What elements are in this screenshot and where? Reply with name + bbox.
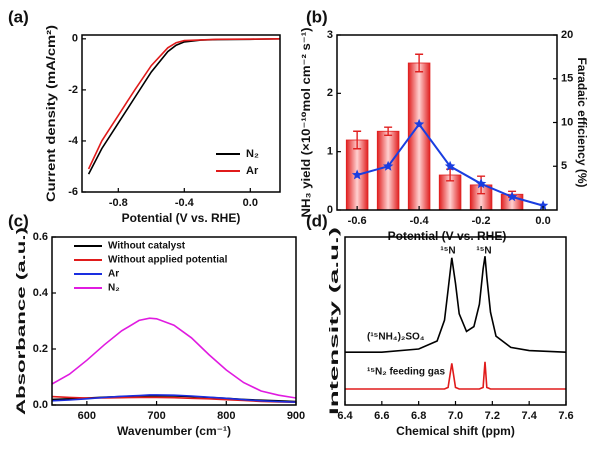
y-tick-label: 0 <box>72 33 78 45</box>
y2-tick-label: 15 <box>561 73 573 85</box>
annotation: ¹⁵N <box>440 246 455 257</box>
x-tick-label: 0.0 <box>243 197 258 209</box>
y-tick-label: 0.6 <box>33 231 48 243</box>
x-tick-label: 600 <box>78 410 96 422</box>
y-axis-label: Intensity (a.u.) <box>327 227 341 415</box>
x-tick-label: 7.4 <box>522 410 538 422</box>
x-tick-label: 900 <box>287 410 305 422</box>
y-tick-label: 0 <box>327 204 333 216</box>
panel-label: (d) <box>306 211 328 230</box>
x-tick-label: -0.4 <box>410 215 430 227</box>
error-bar <box>415 53 424 73</box>
y-tick-label: -2 <box>68 84 78 96</box>
y-axis-label: Absorbance (a.u.) <box>14 227 28 415</box>
error-bar <box>353 130 362 150</box>
y2-axis-label: Faradaic efficiency (%) <box>575 57 589 187</box>
legend-label: Without applied potential <box>108 255 228 266</box>
y2-tick-label: 20 <box>561 29 573 41</box>
data-line <box>345 256 567 353</box>
legend-label: Without catalyst <box>108 241 186 252</box>
panel-label: (b) <box>306 7 328 26</box>
panel-label: (a) <box>8 7 29 26</box>
y-tick-label: -4 <box>68 135 79 147</box>
fe-marker <box>413 118 425 129</box>
data-line <box>51 394 297 403</box>
x-tick-label: 7.0 <box>448 410 463 422</box>
y-axis-label: Current density (mA/cm²) <box>44 25 58 202</box>
series-label: (¹⁵NH₄)₂SO₄ <box>367 332 425 343</box>
y2-tick-label: 10 <box>561 116 573 128</box>
plot-frame <box>81 34 281 193</box>
x-axis-label: Chemical shift (ppm) <box>396 424 515 438</box>
plot-frame <box>344 236 567 406</box>
fe-marker <box>351 169 363 180</box>
y-tick-label: 3 <box>327 29 333 41</box>
x-tick-label: -0.6 <box>348 215 367 227</box>
y-tick-label: 0.2 <box>33 343 48 355</box>
x-tick-label: 7.6 <box>558 410 573 422</box>
y2-tick-label: 5 <box>561 160 567 172</box>
x-tick-label: 6.4 <box>337 410 353 422</box>
data-line <box>87 38 281 170</box>
x-tick-label: -0.8 <box>109 197 128 209</box>
plot-frame <box>51 236 297 406</box>
error-bar <box>384 126 393 137</box>
fe-marker <box>506 191 518 202</box>
fe-marker <box>382 160 394 171</box>
x-axis-label: Potential (V vs. RHE) <box>122 211 241 225</box>
legend-label: N₂ <box>108 283 120 294</box>
data-line <box>51 317 297 399</box>
y-tick-label: 2 <box>327 87 333 99</box>
x-tick-label: 7.2 <box>485 410 500 422</box>
fe-marker <box>444 160 456 171</box>
annotation: ¹⁵N <box>476 246 491 257</box>
y-axis-label: NH₃ yield (×10⁻¹⁰mol cm⁻² s⁻¹) <box>299 28 313 218</box>
data-line <box>345 361 566 390</box>
x-tick-label: -0.4 <box>175 197 195 209</box>
series-label: ¹⁵N₂ feeding gas <box>367 367 445 378</box>
bar <box>376 130 400 211</box>
legend-label: Ar <box>108 269 119 280</box>
x-axis-label: Wavenumber (cm⁻¹) <box>117 424 231 438</box>
y-tick-label: 0.0 <box>33 399 48 411</box>
x-tick-label: 800 <box>217 410 235 422</box>
x-tick-label: 6.6 <box>374 410 389 422</box>
x-tick-label: 0.0 <box>535 215 550 227</box>
y-tick-label: 0.4 <box>33 287 49 299</box>
legend-label: Ar <box>246 165 259 177</box>
y-tick-label: 1 <box>327 146 333 158</box>
fe-marker <box>475 178 487 189</box>
x-axis-label: Potential (V vs. RHE) <box>388 229 507 243</box>
panel-label: (c) <box>8 211 29 230</box>
x-tick-label: 6.8 <box>411 410 426 422</box>
fe-marker <box>537 200 549 211</box>
x-tick-label: 700 <box>147 410 165 422</box>
legend-label: N₂ <box>246 148 259 160</box>
y-tick-label: -6 <box>68 186 78 198</box>
x-tick-label: -0.2 <box>472 215 491 227</box>
bar <box>407 62 431 211</box>
